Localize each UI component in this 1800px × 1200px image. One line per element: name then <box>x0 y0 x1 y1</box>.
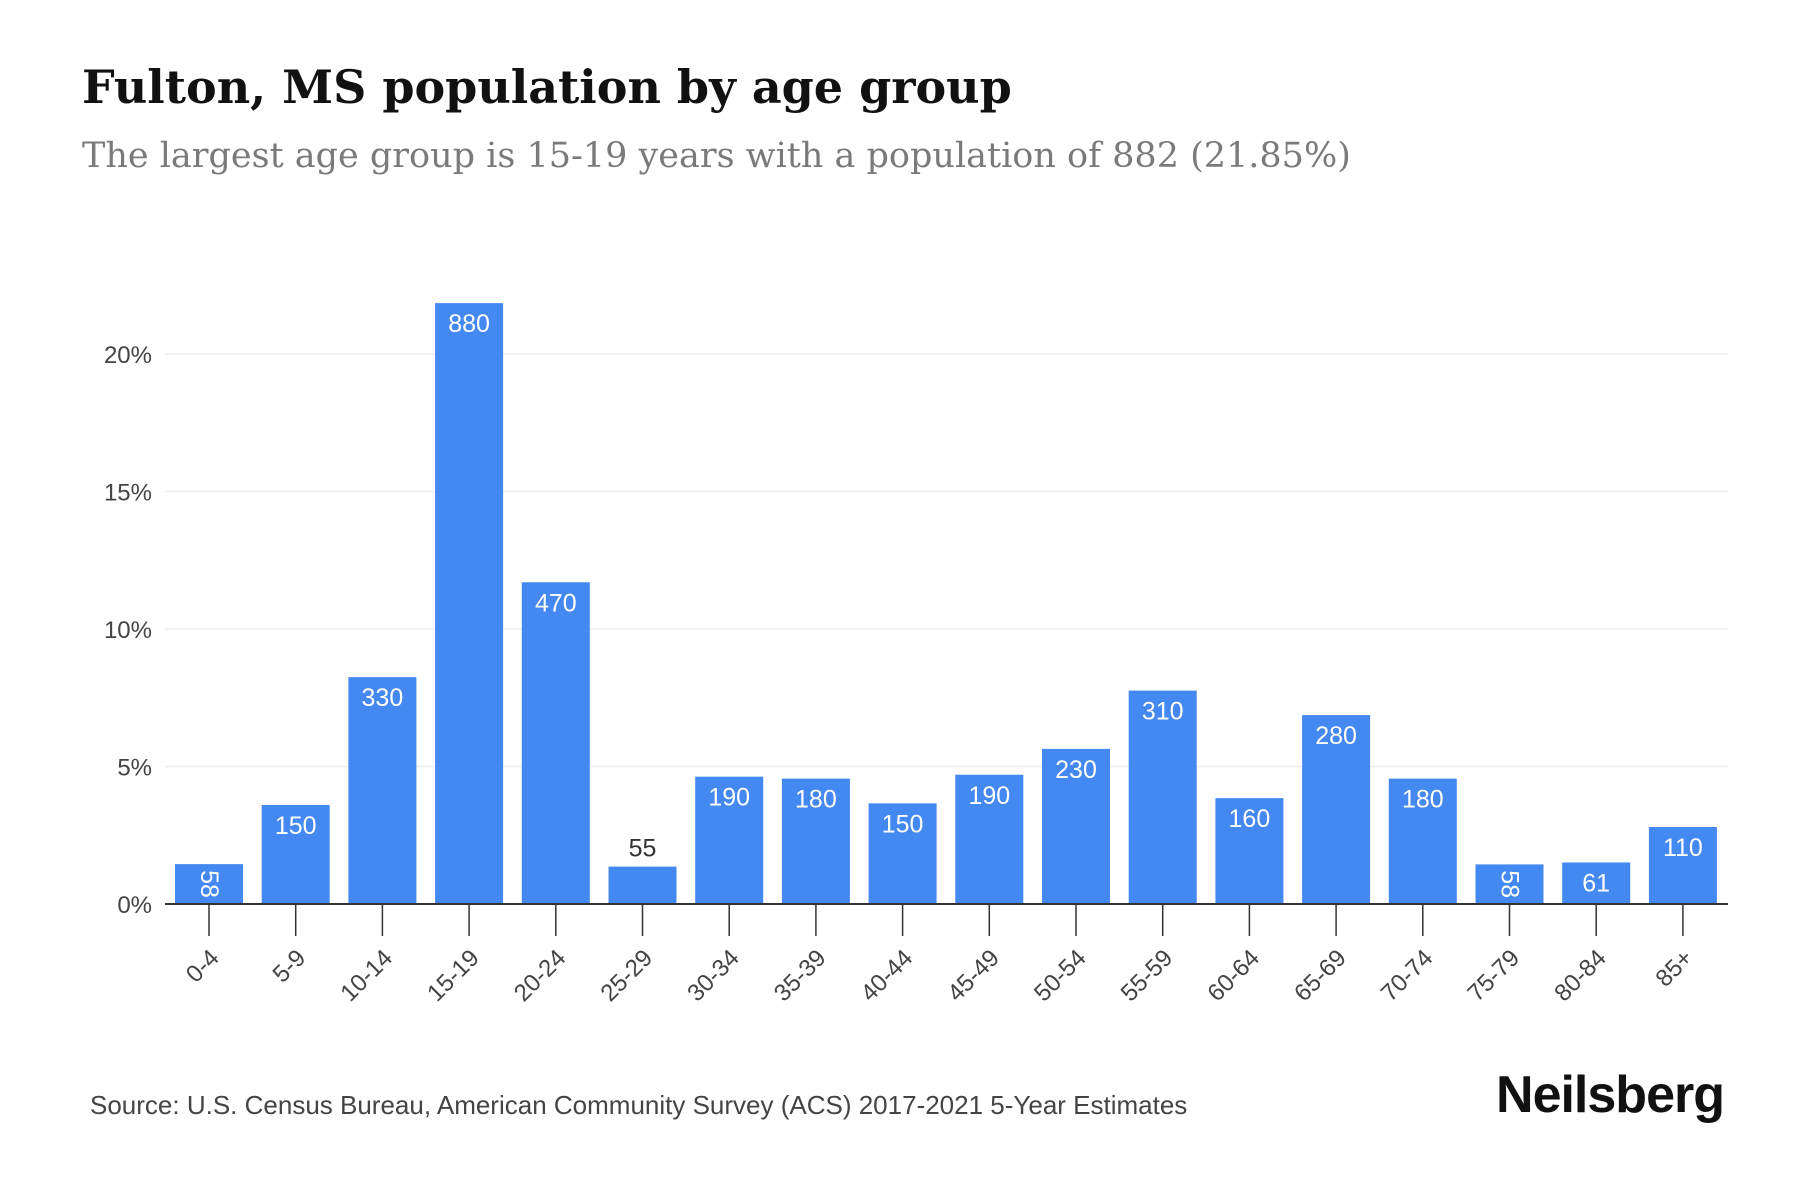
bar-value-labels: 58 150 330 880 470 55 190 180 150 190 230 310 160 280… <box>195 310 1703 898</box>
chart-subtitle: The largest age group is 15-19 years wit… <box>82 136 1351 176</box>
bar-value-label: 61 <box>1582 869 1610 897</box>
chart-title: Fulton, MS population by age group <box>82 60 1012 114</box>
x-axis <box>165 903 1728 936</box>
bar-5-9 <box>261 805 330 904</box>
x-axis-tick-labels: 0-4 5-9 10-14 15-19 20-24 25-29 30-34 35-39 40-4… <box>181 944 1699 1007</box>
bar-value-label: 280 <box>1315 722 1357 750</box>
bar-chart: 0% 5% 10% 15% 20% 58 150 330 880 470 55 190 180 150 1… <box>104 303 1728 1007</box>
x-tick-label: 65-69 <box>1289 944 1352 1007</box>
bar-25-29 <box>608 866 677 904</box>
x-tick-label: 40-44 <box>856 944 919 1007</box>
bar-55-59 <box>1128 690 1197 904</box>
bar-value-label: 190 <box>708 784 750 812</box>
bar-0-4 <box>175 864 243 904</box>
gridlines <box>165 353 1728 768</box>
x-tick-label: 60-64 <box>1202 944 1265 1007</box>
bar-value-label: 310 <box>1142 698 1184 726</box>
bar-value-label: 180 <box>795 786 837 814</box>
y-tick-label: 15% <box>104 480 152 507</box>
bar-value-label: 58 <box>1496 870 1524 898</box>
bar-60-64 <box>1215 798 1284 904</box>
bar-value-label: 880 <box>448 310 490 338</box>
x-tick-label: 10-14 <box>335 944 398 1007</box>
x-tick-label: 20-24 <box>509 944 572 1007</box>
x-tick-label: 35-39 <box>769 944 832 1007</box>
x-tick-label: 0-4 <box>181 944 225 988</box>
bar-value-label: 55 <box>629 835 657 863</box>
y-axis-tick-labels: 0% 5% 10% 15% 20% <box>104 342 152 919</box>
bar-value-label: 230 <box>1055 756 1097 784</box>
bar-70-74 <box>1388 778 1457 904</box>
y-tick-label: 0% <box>117 892 152 919</box>
x-tick-label: 70-74 <box>1376 944 1439 1007</box>
bar-30-34 <box>695 776 764 904</box>
bar-value-label: 180 <box>1402 786 1444 814</box>
x-tick-label: 80-84 <box>1549 944 1612 1007</box>
x-tick-label: 55-59 <box>1116 944 1179 1007</box>
bar-value-label: 150 <box>275 812 317 840</box>
x-tick-label: 5-9 <box>268 944 312 988</box>
bar-40-44 <box>868 803 937 904</box>
bar-value-label: 470 <box>535 589 577 617</box>
x-tick-label: 85+ <box>1651 944 1699 992</box>
bar-value-label: 160 <box>1229 805 1271 833</box>
x-tick-label: 45-49 <box>942 944 1005 1007</box>
y-tick-label: 20% <box>104 342 152 369</box>
bar-85+ <box>1648 827 1717 904</box>
x-tick-label: 75-79 <box>1463 944 1526 1007</box>
source-note: Source: U.S. Census Bureau, American Com… <box>90 1090 1188 1120</box>
bar-value-label: 190 <box>968 782 1010 810</box>
bars <box>175 303 1717 904</box>
x-tick-label: 30-34 <box>682 944 745 1007</box>
bar-10-14 <box>348 677 417 904</box>
x-tick-label: 15-19 <box>422 944 485 1007</box>
bar-35-39 <box>781 778 850 904</box>
bar-15-19 <box>435 303 504 904</box>
x-tick-label: 25-29 <box>596 944 659 1007</box>
neilsberg-logo: Neilsberg <box>1496 1066 1725 1124</box>
bar-50-54 <box>1042 748 1110 904</box>
x-tick-label: 50-54 <box>1029 944 1092 1007</box>
y-tick-label: 5% <box>117 755 152 782</box>
bar-80-84 <box>1562 862 1631 904</box>
bar-45-49 <box>955 774 1024 904</box>
bar-65-69 <box>1302 715 1371 904</box>
bar-value-label: 330 <box>362 684 404 712</box>
bar-value-label: 150 <box>882 810 924 838</box>
bar-value-label: 110 <box>1663 834 1703 862</box>
bar-75-79 <box>1475 864 1544 904</box>
bar-20-24 <box>521 582 590 904</box>
y-tick-label: 10% <box>104 617 152 644</box>
bar-value-label: 58 <box>195 870 223 898</box>
